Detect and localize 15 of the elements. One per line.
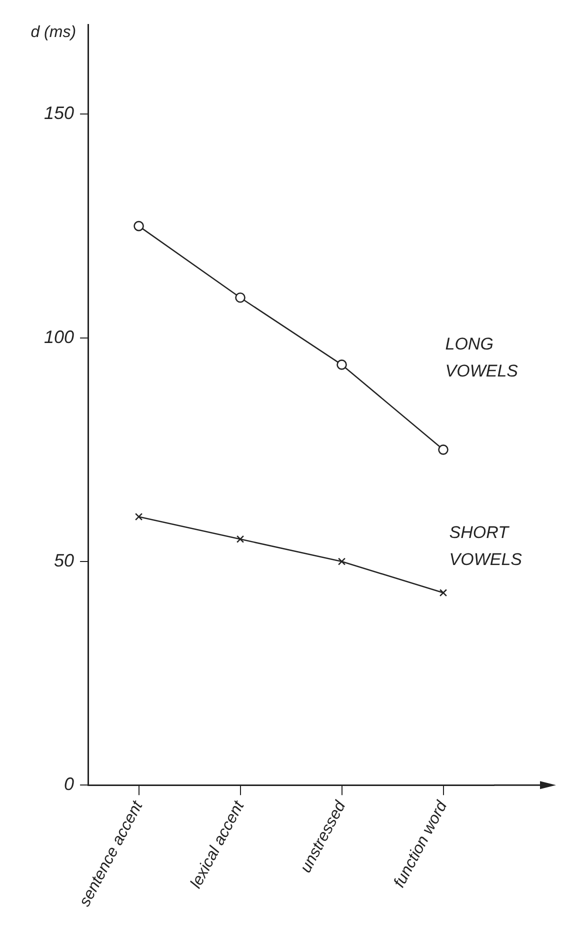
point (235, 292, 246, 303)
y-axis-title: d (ms) (30, 24, 76, 41)
point (134, 512, 143, 521)
point (236, 535, 244, 543)
text: LONG VOWELS (445, 334, 519, 381)
point (134, 220, 144, 232)
point (336, 360, 347, 370)
point (439, 588, 448, 597)
y-tick-label: 0 (64, 774, 74, 794)
y-tick-label: 100 (44, 326, 74, 347)
series-label: SHORT VOWELS (449, 522, 523, 569)
y-tick-label: 50 (54, 550, 74, 570)
y-tick-label: 150 (44, 103, 74, 124)
point (438, 444, 448, 455)
point (338, 558, 346, 566)
